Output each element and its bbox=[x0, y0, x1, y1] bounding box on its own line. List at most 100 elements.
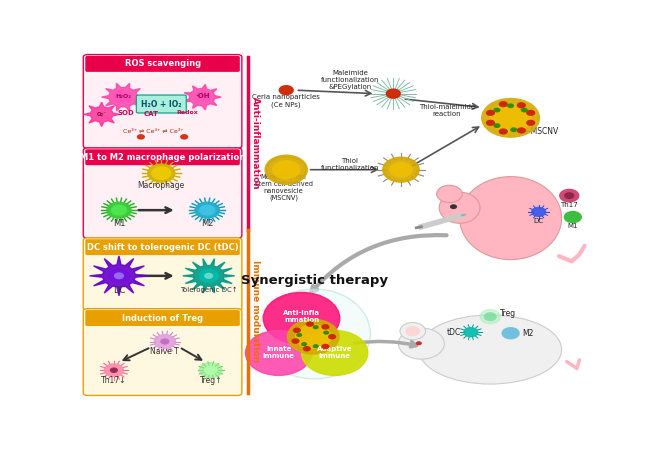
Circle shape bbox=[405, 326, 420, 336]
Circle shape bbox=[321, 344, 330, 349]
Text: Redox: Redox bbox=[176, 110, 197, 115]
Text: Innate
Immune: Innate Immune bbox=[263, 347, 295, 360]
Circle shape bbox=[245, 330, 312, 375]
Circle shape bbox=[313, 325, 318, 329]
Circle shape bbox=[306, 321, 314, 327]
Circle shape bbox=[499, 128, 508, 135]
Circle shape bbox=[266, 156, 307, 184]
FancyBboxPatch shape bbox=[84, 55, 242, 148]
Circle shape bbox=[480, 310, 501, 324]
Text: SOD: SOD bbox=[117, 110, 134, 116]
FancyBboxPatch shape bbox=[84, 238, 242, 311]
Circle shape bbox=[293, 327, 301, 333]
FancyBboxPatch shape bbox=[86, 239, 240, 255]
Circle shape bbox=[564, 192, 574, 199]
Circle shape bbox=[108, 268, 130, 283]
Text: M1: M1 bbox=[113, 220, 125, 229]
Circle shape bbox=[113, 90, 133, 104]
Circle shape bbox=[486, 110, 495, 116]
Text: M1 to M2 macrophage polarization: M1 to M2 macrophage polarization bbox=[80, 153, 245, 162]
Text: Ceria nanoparticles
(Ce NPs): Ceria nanoparticles (Ce NPs) bbox=[252, 94, 320, 108]
Text: Mesenchymal
stem cell-derived
nanovesicle
(MSCNV): Mesenchymal stem cell-derived nanovesicl… bbox=[255, 174, 313, 202]
Circle shape bbox=[484, 312, 497, 321]
Text: DC: DC bbox=[534, 217, 544, 224]
Circle shape bbox=[295, 324, 332, 349]
Circle shape bbox=[137, 134, 145, 140]
Circle shape bbox=[106, 202, 132, 219]
Circle shape bbox=[151, 166, 172, 180]
Circle shape bbox=[559, 189, 580, 202]
Polygon shape bbox=[84, 102, 120, 127]
Circle shape bbox=[510, 128, 517, 132]
Text: Immune modulation: Immune modulation bbox=[251, 260, 260, 362]
FancyBboxPatch shape bbox=[86, 56, 240, 72]
Circle shape bbox=[531, 207, 546, 217]
Text: ·OH: ·OH bbox=[195, 93, 209, 99]
Circle shape bbox=[313, 344, 318, 348]
Ellipse shape bbox=[440, 192, 480, 223]
Ellipse shape bbox=[399, 328, 444, 359]
Polygon shape bbox=[183, 259, 235, 293]
Circle shape bbox=[296, 333, 302, 337]
Text: Maleimide
functionalization
&PEGylation: Maleimide functionalization &PEGylation bbox=[320, 70, 379, 90]
Polygon shape bbox=[184, 84, 221, 110]
Text: Macrophage: Macrophage bbox=[138, 181, 185, 190]
Circle shape bbox=[517, 128, 526, 133]
Circle shape bbox=[180, 134, 188, 140]
Circle shape bbox=[499, 101, 508, 107]
Circle shape bbox=[272, 160, 301, 180]
Text: Ce³⁺ ⇌ Ce⁴⁺ ⇌ Ce³⁺: Ce³⁺ ⇌ Ce⁴⁺ ⇌ Ce³⁺ bbox=[124, 129, 184, 134]
Polygon shape bbox=[101, 83, 145, 111]
Circle shape bbox=[291, 338, 299, 344]
Text: Ce-MSCNV: Ce-MSCNV bbox=[519, 127, 559, 136]
Circle shape bbox=[486, 120, 495, 126]
Circle shape bbox=[564, 211, 582, 223]
Text: tDC: tDC bbox=[446, 328, 461, 337]
Text: H₂O + IO₂: H₂O + IO₂ bbox=[141, 100, 182, 109]
Circle shape bbox=[204, 366, 217, 375]
Circle shape bbox=[301, 342, 307, 346]
Circle shape bbox=[526, 120, 536, 126]
Text: DC shift to tolerogenic DC (tDC): DC shift to tolerogenic DC (tDC) bbox=[87, 242, 238, 251]
Circle shape bbox=[450, 204, 457, 209]
Text: M2: M2 bbox=[522, 329, 533, 338]
Circle shape bbox=[111, 205, 127, 216]
Text: Adaptive
immune: Adaptive immune bbox=[317, 347, 353, 360]
Circle shape bbox=[301, 330, 368, 375]
Text: ROS scavenging: ROS scavenging bbox=[124, 59, 201, 68]
Text: Th17↓: Th17↓ bbox=[101, 376, 126, 385]
Text: Induction of Treg: Induction of Treg bbox=[122, 313, 203, 322]
FancyBboxPatch shape bbox=[86, 150, 240, 165]
Circle shape bbox=[161, 339, 170, 345]
Circle shape bbox=[110, 367, 118, 373]
Circle shape bbox=[323, 330, 329, 335]
Text: Treg↑: Treg↑ bbox=[199, 376, 222, 385]
Circle shape bbox=[507, 103, 514, 108]
Circle shape bbox=[526, 110, 536, 116]
Circle shape bbox=[303, 346, 311, 352]
Circle shape bbox=[287, 319, 340, 355]
Ellipse shape bbox=[459, 176, 562, 260]
Circle shape bbox=[278, 85, 294, 95]
Circle shape bbox=[390, 162, 413, 178]
Circle shape bbox=[199, 205, 215, 216]
Circle shape bbox=[386, 88, 401, 99]
Text: Thiol-maleimide
reaction: Thiol-maleimide reaction bbox=[418, 105, 475, 118]
Circle shape bbox=[494, 123, 501, 128]
Text: O₂⁻: O₂⁻ bbox=[97, 111, 107, 117]
Text: M2: M2 bbox=[201, 220, 213, 229]
Polygon shape bbox=[89, 256, 148, 296]
Circle shape bbox=[104, 363, 124, 377]
Circle shape bbox=[199, 363, 222, 378]
Text: Thiol
functionalization: Thiol functionalization bbox=[320, 158, 379, 171]
Circle shape bbox=[517, 102, 526, 108]
Text: Anti-infla
mmation: Anti-infla mmation bbox=[283, 310, 320, 323]
Circle shape bbox=[437, 185, 462, 202]
Text: Synergistic therapy: Synergistic therapy bbox=[241, 274, 388, 287]
Text: Tolerogenic DC↑: Tolerogenic DC↑ bbox=[180, 287, 238, 294]
FancyBboxPatch shape bbox=[84, 148, 242, 238]
Circle shape bbox=[463, 327, 478, 337]
Circle shape bbox=[416, 341, 422, 345]
Ellipse shape bbox=[418, 315, 562, 384]
Circle shape bbox=[383, 158, 418, 182]
